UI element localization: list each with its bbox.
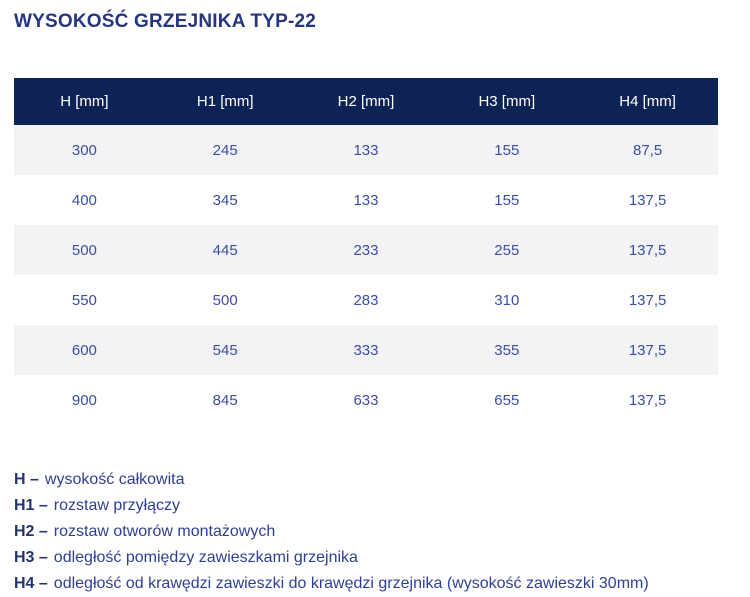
column-header-h2: H2 [mm] — [295, 78, 437, 125]
legend-description: odległość od krawędzi zawieszki do krawę… — [53, 575, 649, 592]
legend-item-h2: H2 – rozstaw otworów montażowych — [14, 519, 736, 545]
legend-term: H1 – — [14, 497, 48, 514]
table-row: 600 545 333 355 137,5 — [14, 325, 718, 375]
page-title: WYSOKOŚĆ GRZEJNIKA TYP-22 — [14, 11, 317, 32]
table-cell: 900 — [71, 391, 97, 409]
table-cell: 400 — [71, 191, 97, 209]
column-header-h4: H4 [mm] — [577, 78, 718, 125]
table-cell: 633 — [353, 391, 379, 409]
table-cell: 137,5 — [628, 341, 667, 359]
table-cell: 333 — [353, 341, 379, 359]
table-cell: 283 — [353, 291, 379, 309]
legend-item-h: H – wysokość całkowita — [14, 467, 736, 493]
table-cell: 133 — [353, 191, 379, 209]
legend-term: H3 – — [14, 549, 48, 566]
table-cell: 355 — [494, 341, 520, 359]
table-cell: 233 — [353, 241, 379, 259]
table-cell: 445 — [212, 241, 238, 259]
table-cell: 137,5 — [628, 191, 667, 209]
table-cell: 600 — [71, 341, 97, 359]
table-cell: 655 — [494, 391, 520, 409]
column-header-h3: H3 [mm] — [436, 78, 578, 125]
table-cell: 255 — [494, 241, 520, 259]
table-cell: 245 — [212, 141, 238, 159]
table-row: 900 845 633 655 137,5 — [14, 375, 718, 425]
table-cell: 545 — [212, 341, 238, 359]
table-row: 550 500 283 310 137,5 — [14, 275, 718, 325]
table-cell: 500 — [71, 241, 97, 259]
table-row: 400 345 133 155 137,5 — [14, 175, 718, 225]
radiator-dimensions-table: H [mm] H1 [mm] H2 [mm] H3 [mm] H4 [mm] 3… — [14, 78, 718, 425]
table-cell: 300 — [71, 141, 97, 159]
legend-description: wysokość całkowita — [44, 471, 185, 488]
table-cell: 345 — [212, 191, 238, 209]
legend-term: H2 – — [14, 523, 48, 540]
table-cell: 137,5 — [628, 241, 667, 259]
legend-term: H – — [14, 471, 39, 488]
legend-item-h3: H3 – odległość pomiędzy zawieszkami grzej… — [14, 545, 736, 571]
table-cell: 137,5 — [628, 391, 667, 409]
legend-description: odległość pomiędzy zawieszkami grzejnika — [53, 549, 358, 566]
legend-term: H4 – — [14, 575, 48, 592]
table-cell: 550 — [71, 291, 97, 309]
table-body: 300 245 133 155 87,5 400 345 133 155 137… — [14, 125, 718, 425]
table-cell: 155 — [494, 191, 520, 209]
table-cell: 137,5 — [628, 291, 667, 309]
column-header-h: H [mm] — [14, 78, 155, 125]
dimension-legend: H – wysokość całkowita H1 – rozstaw przyłą… — [14, 467, 736, 597]
table-cell: 155 — [494, 141, 520, 159]
table-row: 300 245 133 155 87,5 — [14, 125, 718, 175]
legend-item-h1: H1 – rozstaw przyłączy — [14, 493, 736, 519]
table-cell: 87,5 — [632, 141, 663, 159]
table-cell: 500 — [212, 291, 238, 309]
header-row: H [mm] H1 [mm] H2 [mm] H3 [mm] H4 [mm] — [14, 78, 718, 125]
legend-description: rozstaw otworów montażowych — [53, 523, 276, 540]
table-row: 500 445 233 255 137,5 — [14, 225, 718, 275]
table-cell: 845 — [212, 391, 238, 409]
table-cell: 133 — [353, 141, 379, 159]
legend-item-h4: H4 – odległość od krawędzi zawieszki do k… — [14, 571, 736, 597]
table-cell: 310 — [494, 291, 520, 309]
column-header-h1: H1 [mm] — [154, 78, 296, 125]
table-header: H [mm] H1 [mm] H2 [mm] H3 [mm] H4 [mm] — [14, 78, 718, 125]
legend-description: rozstaw przyłączy — [53, 497, 181, 514]
